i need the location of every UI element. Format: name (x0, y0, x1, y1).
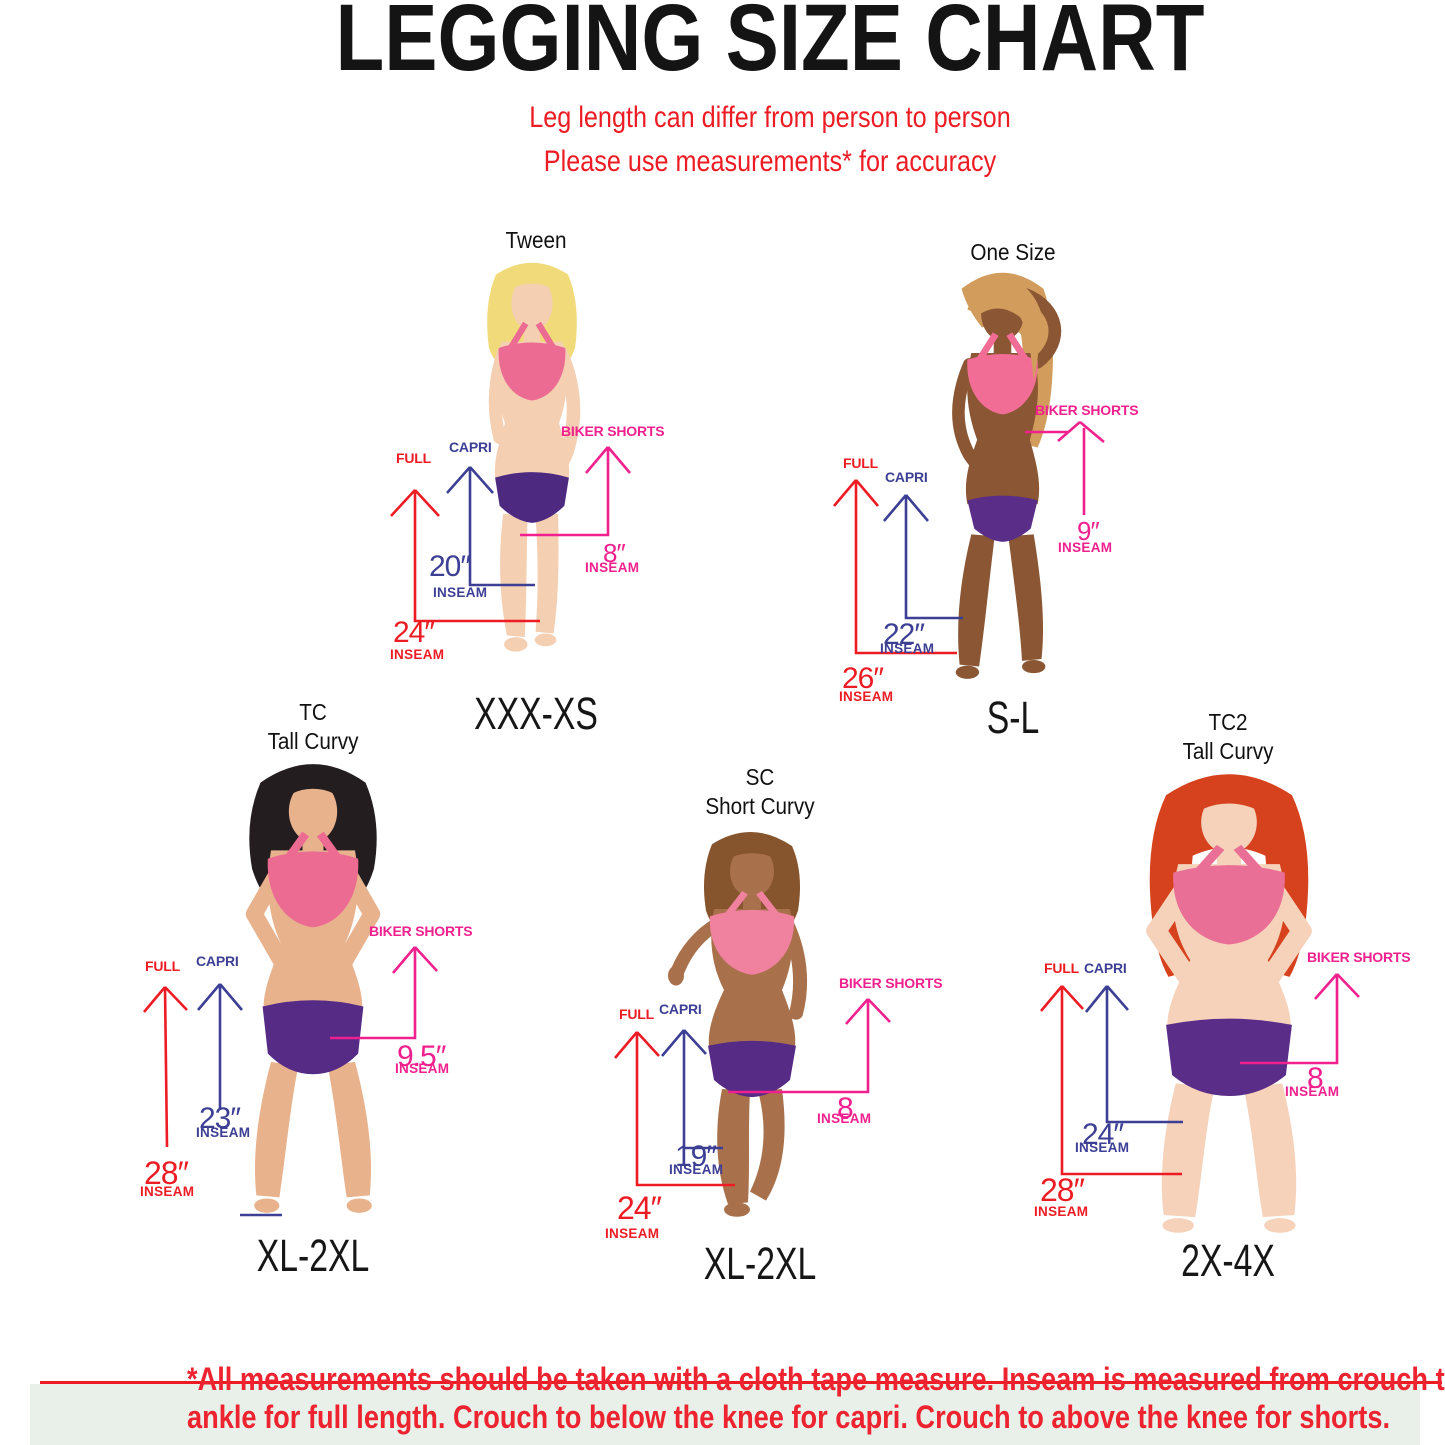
inseam-caption: INSEAM (1058, 540, 1113, 555)
hair-front (967, 279, 1042, 382)
hair-front (273, 774, 353, 810)
footer-note: *All measurements should be taken with a… (187, 1360, 1445, 1436)
measure-value-full: 28″ (1040, 1172, 1085, 1208)
figure-illustration-tall-curvy (245, 764, 381, 1213)
measure-label-biker-shorts: BIKER SHORTS (369, 923, 473, 939)
measure-label-capri: CAPRI (659, 1001, 702, 1017)
subtitle: Leg length can differ from person to per… (203, 96, 1337, 184)
footer-strikethrough-line (40, 1381, 1442, 1384)
bottoms (967, 495, 1038, 542)
measure-value-capri: 20″ (429, 550, 471, 583)
measure-label-capri: CAPRI (885, 469, 928, 485)
size-label-tall-curvy-2: 2X-4X (1181, 1235, 1275, 1286)
figure-illustration-tween (487, 262, 581, 652)
bottoms (262, 1000, 364, 1075)
bottoms (1166, 1018, 1292, 1096)
measure-label-capri: CAPRI (1084, 960, 1127, 976)
bottoms (495, 472, 569, 523)
inseam-caption: INSEAM (839, 689, 894, 704)
measure-label-full: FULL (396, 450, 431, 466)
figure-name-short-curvy: SC Short Curvy (705, 764, 815, 819)
subtitle-line-1: Leg length can differ from person to per… (529, 101, 1011, 134)
footer-note-line-1: *All measurements should be taken with a… (187, 1361, 1445, 1397)
inseam-caption: INSEAM (585, 560, 640, 575)
inseam-caption: INSEAM (390, 647, 445, 662)
figure-name-tall-curvy-2: TC2 Tall Curvy (1182, 709, 1274, 764)
footer-note-line-2: ankle for full length. Crouch to below t… (187, 1399, 1391, 1435)
page-title: LEGGING SIZE CHART (335, 0, 1205, 91)
inseam-caption: INSEAM (1285, 1084, 1340, 1099)
inseam-caption: INSEAM (433, 585, 488, 600)
figure-illustration-short-curvy (668, 832, 808, 1217)
hair-front (1180, 786, 1278, 825)
measure-label-biker-shorts: BIKER SHORTS (561, 423, 665, 439)
bra (1173, 844, 1285, 945)
bra (267, 831, 359, 928)
measure-value-capri: 19″ (675, 1140, 717, 1173)
measure-label-biker-shorts: BIKER SHORTS (1307, 949, 1411, 965)
size-label-tween: XXX-XS (474, 688, 598, 739)
inseam-caption: INSEAM (395, 1061, 450, 1076)
measure-label-full: FULL (619, 1006, 654, 1022)
inseam-caption: INSEAM (1034, 1204, 1089, 1219)
measure-label-full: FULL (843, 455, 878, 471)
inseam-caption: INSEAM (605, 1226, 660, 1241)
inseam-caption: INSEAM (817, 1111, 872, 1126)
measure-label-biker-shorts: BIKER SHORTS (839, 975, 943, 991)
arrows-biker-shorts-inseam (330, 421, 1360, 1094)
inseam-caption: INSEAM (880, 641, 935, 656)
figure-name-tall-curvy: TC Tall Curvy (267, 699, 359, 754)
footer-band (30, 1384, 1420, 1445)
size-label-one-size: S-L (986, 692, 1040, 743)
measure-value-biker-shorts: 9″ (1077, 516, 1100, 546)
hair-front (716, 840, 788, 868)
bottoms (708, 1040, 796, 1098)
measure-value-full: 26″ (842, 662, 884, 695)
inseam-caption: INSEAM (669, 1162, 724, 1177)
measure-value-full: 24″ (393, 616, 435, 649)
measure-value-capri: 22″ (883, 618, 925, 651)
inseam-caption: INSEAM (1075, 1140, 1130, 1155)
measure-value-biker-shorts: 8″ (603, 538, 626, 568)
figure-name-tween: Tween (505, 227, 567, 253)
arrows-full-inseam (143, 479, 1182, 1187)
measure-value-biker-shorts: 9.5″ (397, 1040, 446, 1073)
size-label-tall-curvy: XL-2XL (256, 1230, 370, 1281)
figure-illustration-one-size (952, 272, 1062, 679)
measure-label-full: FULL (1044, 960, 1079, 976)
inseam-caption: INSEAM (196, 1125, 251, 1140)
measure-label-capri: CAPRI (196, 953, 239, 969)
size-label-short-curvy: XL-2XL (703, 1238, 817, 1289)
measure-value-biker-shorts: 8 (1307, 1062, 1324, 1095)
measure-label-full: FULL (145, 958, 180, 974)
subtitle-line-2: Please use measurements* for accuracy (543, 145, 997, 178)
measure-label-capri: CAPRI (449, 439, 492, 455)
bra (967, 332, 1038, 415)
figure-illustration-tall-curvy-2 (1146, 774, 1312, 1233)
hair-front (501, 272, 563, 297)
measure-value-biker-shorts: 8 (837, 1092, 854, 1125)
measure-value-capri: 23″ (199, 1102, 241, 1135)
bra (709, 890, 795, 975)
inseam-caption: INSEAM (140, 1184, 195, 1199)
measure-value-full: 28″ (144, 1155, 189, 1191)
arrows-capri-inseam (197, 466, 1183, 1217)
measure-value-full: 24″ (617, 1190, 662, 1226)
measure-value-capri: 24″ (1082, 1118, 1124, 1151)
measure-label-biker-shorts: BIKER SHORTS (1035, 402, 1139, 418)
bra (498, 321, 566, 401)
figure-name-one-size: One Size (970, 239, 1056, 265)
